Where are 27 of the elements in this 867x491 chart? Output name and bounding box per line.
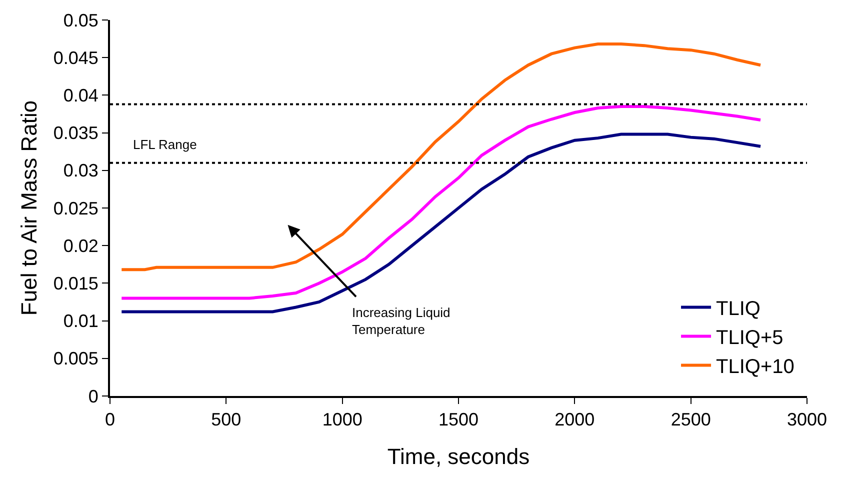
annotation: Increasing Liquid Temperature xyxy=(352,305,450,337)
y-tick-label: 0 xyxy=(88,386,98,406)
y-tick-label: 0.025 xyxy=(53,198,98,218)
legend-label: TLIQ xyxy=(716,298,760,320)
x-tick-label: 2000 xyxy=(554,410,595,430)
y-tick-label: 0.005 xyxy=(53,348,98,369)
x-tick-label: 500 xyxy=(211,410,242,430)
y-tick-label: 0.045 xyxy=(53,48,98,68)
x-tick-label: 1000 xyxy=(322,410,362,430)
line-series xyxy=(120,104,762,300)
x-tick-label: 0 xyxy=(104,410,116,430)
y-axis-title: Fuel to Air Mass Ratio xyxy=(16,100,42,316)
x-tick-label: 1500 xyxy=(438,410,479,430)
legend-label: TLIQ+10 xyxy=(716,356,794,378)
y-tick-label: 0.04 xyxy=(63,86,98,106)
x-tick-label: 3000 xyxy=(786,410,828,430)
legend-label: TLIQ+5 xyxy=(716,327,784,350)
x-tick-label: 2500 xyxy=(670,410,711,430)
y-tick-label: 0.035 xyxy=(53,123,98,144)
y-tick-label: 0.015 xyxy=(53,274,98,294)
y-tick-label: 0.01 xyxy=(63,311,98,332)
annotation: LFL Range xyxy=(133,137,197,152)
x-axis-title: Time, seconds xyxy=(387,444,530,469)
y-tick-label: 0.02 xyxy=(63,236,98,256)
y-tick-label: 0.03 xyxy=(63,160,98,181)
y-tick-label: 0.05 xyxy=(63,10,98,30)
line-series xyxy=(120,42,762,272)
